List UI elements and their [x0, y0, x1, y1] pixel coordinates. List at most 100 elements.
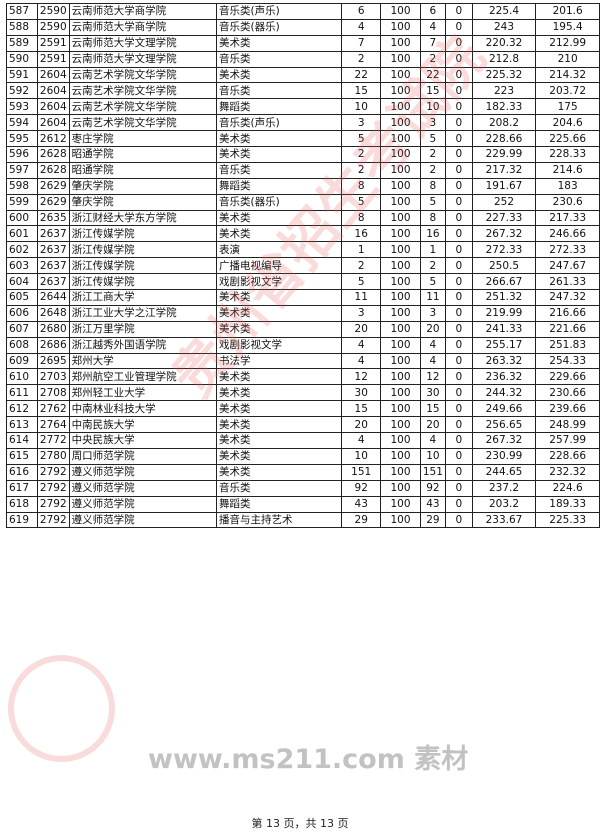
row-number-cell: 595 [6, 130, 38, 148]
school-name-cell: 中央民族大学 [68, 432, 218, 449]
ratio-cell: 100 [380, 146, 421, 163]
watermark-logo [8, 655, 115, 762]
ratio-cell: 100 [380, 273, 421, 291]
min-score-cell: 230.6 [535, 193, 600, 211]
school-code-cell: 2628 [36, 146, 70, 163]
remaining-cell: 0 [444, 82, 473, 100]
plan-count-cell: 4 [341, 336, 382, 354]
plan-count-cell: 8 [341, 209, 382, 227]
school-name-cell: 浙江传媒学院 [68, 225, 218, 243]
min-score-cell: 210 [535, 50, 600, 68]
remaining-cell: 0 [444, 161, 473, 179]
school-name-cell: 遵义师范学院 [68, 495, 218, 513]
ratio-cell: 100 [380, 130, 421, 148]
plan-count-cell: 4 [341, 18, 382, 36]
school-name-cell: 浙江万里学院 [68, 320, 218, 338]
max-score-cell: 212.8 [471, 50, 537, 68]
table-row: 606 2648 浙江工业大学之江学院 美术类 3 100 3 0 219.99 216.66 [6, 304, 600, 322]
min-score-cell: 257.99 [535, 432, 600, 449]
admitted-count-cell: 12 [419, 368, 446, 386]
admission-score-table: 587 2590 云南师范大学商学院 音乐类(声乐) 6 100 6 0 225.4 201.6 5… [6, 3, 600, 529]
remaining-cell: 0 [444, 257, 473, 275]
table-row: 619 2792 遵义师范学院 播音与主持艺术 29 100 29 0 233.67 225.33 [6, 511, 600, 529]
min-score-cell: 261.33 [535, 273, 600, 291]
school-name-cell: 浙江越秀外国语学院 [68, 336, 218, 354]
admitted-count-cell: 5 [419, 130, 446, 148]
max-score-cell: 219.99 [471, 304, 537, 322]
school-name-cell: 云南师范大学文理学院 [68, 34, 218, 52]
row-number-cell: 587 [6, 3, 38, 20]
plan-count-cell: 11 [341, 289, 382, 306]
table-row: 605 2644 浙江工商大学 美术类 11 100 11 0 251.32 247.32 [6, 289, 600, 306]
min-score-cell: 246.66 [535, 225, 600, 243]
category-cell: 表演 [216, 241, 343, 259]
school-name-cell: 中南民族大学 [68, 416, 218, 434]
category-cell: 戏剧影视文学 [216, 336, 343, 354]
school-name-cell: 云南艺术学院文华学院 [68, 82, 218, 100]
admitted-count-cell: 2 [419, 146, 446, 163]
ratio-cell: 100 [380, 257, 421, 275]
ratio-cell: 100 [380, 479, 421, 497]
admitted-count-cell: 4 [419, 432, 446, 449]
school-code-cell: 2764 [36, 416, 70, 434]
ratio-cell: 100 [380, 18, 421, 36]
plan-count-cell: 20 [341, 416, 382, 434]
row-number-cell: 611 [6, 384, 38, 402]
plan-count-cell: 151 [341, 463, 382, 481]
school-name-cell: 云南师范大学文理学院 [68, 50, 218, 68]
max-score-cell: 256.65 [471, 416, 537, 434]
school-code-cell: 2604 [36, 82, 70, 100]
school-code-cell: 2604 [36, 98, 70, 116]
remaining-cell: 0 [444, 114, 473, 132]
school-code-cell: 2686 [36, 336, 70, 354]
table-row: 596 2628 昭通学院 美术类 2 100 2 0 229.99 228.33 [6, 146, 600, 163]
plan-count-cell: 5 [341, 130, 382, 148]
max-score-cell: 223 [471, 82, 537, 100]
row-number-cell: 596 [6, 146, 38, 163]
plan-count-cell: 5 [341, 273, 382, 291]
min-score-cell: 247.67 [535, 257, 600, 275]
row-number-cell: 600 [6, 209, 38, 227]
max-score-cell: 225.4 [471, 3, 537, 20]
category-cell: 舞蹈类 [216, 495, 343, 513]
max-score-cell: 227.33 [471, 209, 537, 227]
row-number-cell: 610 [6, 368, 38, 386]
category-cell: 美术类 [216, 225, 343, 243]
plan-count-cell: 5 [341, 193, 382, 211]
remaining-cell: 0 [444, 177, 473, 195]
plan-count-cell: 16 [341, 225, 382, 243]
ratio-cell: 100 [380, 209, 421, 227]
min-score-cell: 217.33 [535, 209, 600, 227]
max-score-cell: 203.2 [471, 495, 537, 513]
table-row: 590 2591 云南师范大学文理学院 音乐类 2 100 2 0 212.8 210 [6, 50, 600, 68]
remaining-cell: 0 [444, 241, 473, 259]
admitted-count-cell: 2 [419, 257, 446, 275]
max-score-cell: 272.33 [471, 241, 537, 259]
min-score-cell: 228.33 [535, 146, 600, 163]
remaining-cell: 0 [444, 384, 473, 402]
category-cell: 美术类 [216, 304, 343, 322]
admitted-count-cell: 20 [419, 416, 446, 434]
school-name-cell: 浙江工业大学之江学院 [68, 304, 218, 322]
school-code-cell: 2703 [36, 368, 70, 386]
remaining-cell: 0 [444, 50, 473, 68]
admitted-count-cell: 43 [419, 495, 446, 513]
remaining-cell: 0 [444, 479, 473, 497]
admitted-count-cell: 10 [419, 98, 446, 116]
admitted-count-cell: 1 [419, 241, 446, 259]
ratio-cell: 100 [380, 511, 421, 529]
max-score-cell: 255.17 [471, 336, 537, 354]
admitted-count-cell: 4 [419, 18, 446, 36]
admitted-count-cell: 15 [419, 82, 446, 100]
category-cell: 美术类 [216, 66, 343, 84]
min-score-cell: 232.32 [535, 463, 600, 481]
remaining-cell: 0 [444, 463, 473, 481]
row-number-cell: 590 [6, 50, 38, 68]
school-name-cell: 浙江传媒学院 [68, 257, 218, 275]
category-cell: 音乐类(器乐) [216, 18, 343, 36]
school-code-cell: 2591 [36, 50, 70, 68]
school-name-cell: 遵义师范学院 [68, 511, 218, 529]
school-name-cell: 中南林业科技大学 [68, 400, 218, 418]
row-number-cell: 612 [6, 400, 38, 418]
table-row: 609 2695 郑州大学 书法学 4 100 4 0 263.32 254.33 [6, 352, 600, 370]
